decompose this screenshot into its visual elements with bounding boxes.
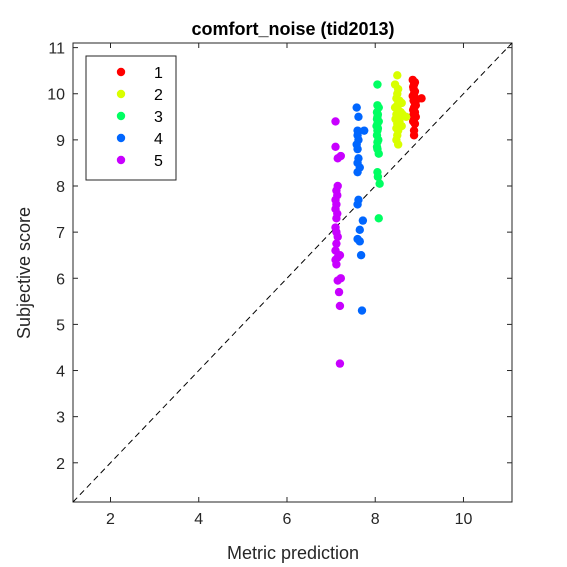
y-tick-label: 2 [56,456,65,473]
legend-marker-1 [116,67,126,77]
legend-label-4: 4 [154,131,163,148]
y-tick-label: 7 [56,225,65,242]
data-point-series-5 [334,287,344,297]
data-point-series-5 [333,232,342,241]
y-tick-label: 9 [56,133,65,150]
reference-line [72,42,513,503]
y-axis-label: Subjective score [14,207,34,339]
x-tick-label: 4 [194,511,203,528]
legend-marker-2 [116,89,126,99]
data-point-series-2 [393,71,402,80]
data-point-series-4 [355,237,364,246]
legend: 1 2 3 4 5 [85,55,177,181]
data-point-series-2 [401,112,411,122]
data-point-series-3 [375,179,384,188]
legend-marker-5 [116,155,126,165]
data-point-series-5 [331,142,340,151]
y-tick-label: 3 [56,410,65,427]
data-point-series-5 [335,359,345,368]
legend-marker-3 [116,111,126,121]
y-tick-label: 6 [56,271,65,288]
data-point-series-4 [352,103,361,112]
legend-label-5: 5 [154,153,163,170]
data-point-series-4 [353,167,362,177]
data-point-series-3 [373,172,383,181]
y-tick-label: 4 [56,364,65,381]
x-tick-label: 2 [106,511,115,528]
data-point-series-4 [358,216,368,225]
data-point-series-4 [356,251,366,260]
x-tick-label: 10 [455,511,473,528]
data-point-series-5 [332,239,341,248]
legend-label-3: 3 [154,109,163,126]
legend-label-2: 2 [154,87,163,104]
x-tick-label: 8 [371,511,380,528]
legend-box [85,55,177,181]
data-point-series-3 [373,80,382,89]
y-tick-label: 5 [56,317,65,334]
legend-marker-4 [116,133,126,143]
data-point-series-4 [359,126,369,135]
data-point-series-3 [374,214,383,223]
data-point-series-5 [335,301,345,311]
data-point-series-3 [374,149,383,158]
data-point-series-4 [354,112,363,122]
data-point-series-4 [353,144,362,154]
data-point-series-4 [353,200,362,209]
data-point-series-4 [357,306,367,315]
data-point-series-5 [333,154,342,163]
data-point-series-5 [333,276,342,285]
y-tick-label: 8 [56,179,65,196]
legend-label-1: 1 [154,65,163,82]
data-point-series-5 [331,117,340,126]
data-point-series-5 [332,260,341,269]
data-point-series-1 [409,131,419,140]
x-tick-label: 6 [283,511,292,528]
data-point-series-2 [393,140,403,149]
y-tick-label: 11 [48,41,65,58]
data-point-series-4 [355,225,364,235]
x-axis-label: Metric prediction [227,543,359,563]
chart-title: comfort_noise (tid2013) [191,19,394,39]
data-point-series-1 [410,119,420,128]
data-point-series-5 [332,214,341,223]
y-tick-label: 10 [47,87,65,104]
